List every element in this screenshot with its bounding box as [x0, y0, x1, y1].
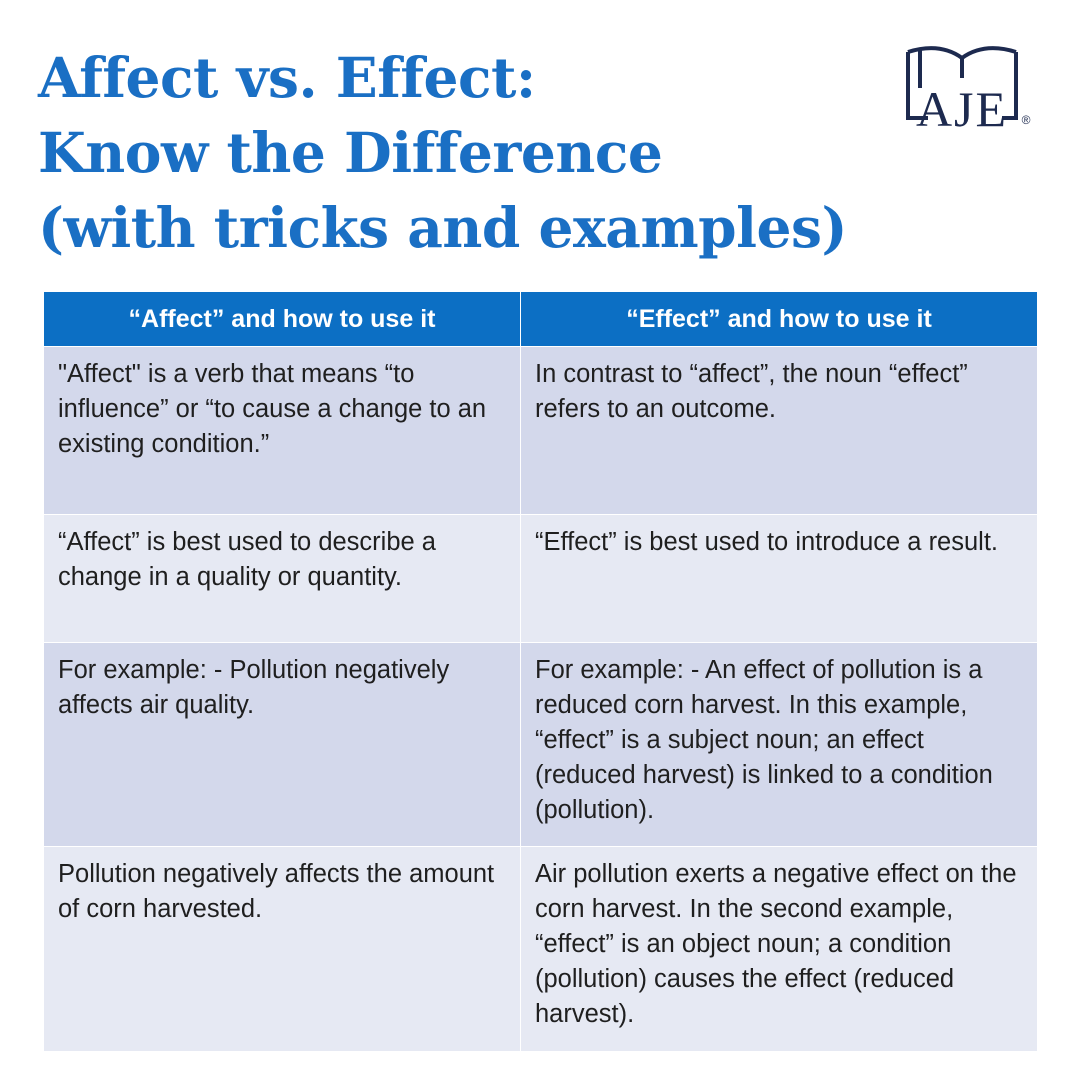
comparison-table: “Affect” and how to use it “Effect” and h… — [44, 292, 1038, 1052]
logo-book — [906, 46, 1018, 120]
title-line: Affect vs. Effect: — [38, 45, 536, 110]
logo-mark: ® — [1022, 113, 1031, 127]
table-cell: In contrast to “affect”, the noun “effec… — [521, 347, 1038, 515]
table-cell: “Affect” is best used to describe a chan… — [44, 515, 521, 643]
title-line: (with tricks and examples) — [38, 195, 847, 260]
logo-text: AJE — [916, 81, 1008, 137]
table-cell: “Effect” is best used to introduce a res… — [521, 515, 1038, 643]
table-cell: "Affect" is a verb that means “to influe… — [44, 347, 521, 515]
table-cell: For example: - Pollution negatively affe… — [44, 643, 521, 847]
table-cell: Pollution negatively affects the amount … — [44, 847, 521, 1052]
column-header: “Effect” and how to use it — [521, 292, 1038, 347]
logo: AJE ® — [906, 46, 1031, 137]
column-header: “Affect” and how to use it — [44, 292, 521, 347]
title-line: Know the Difference — [38, 120, 663, 185]
table-cell: For example: - An effect of pollution is… — [521, 643, 1038, 847]
title: Affect vs. Effect: Know the Difference (… — [38, 40, 847, 265]
table-cell: Air pollution exerts a negative effect o… — [521, 847, 1038, 1052]
